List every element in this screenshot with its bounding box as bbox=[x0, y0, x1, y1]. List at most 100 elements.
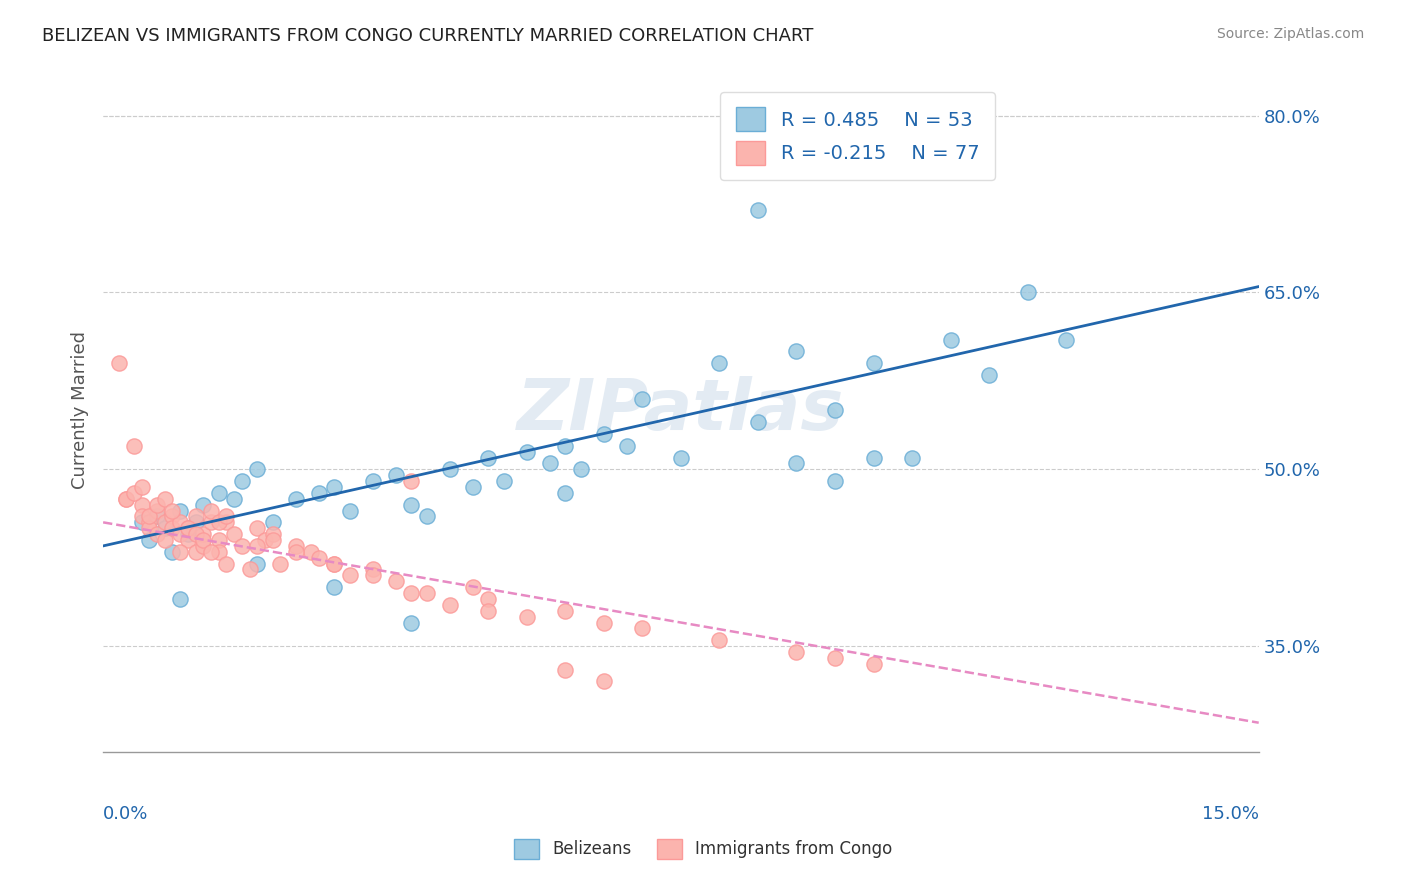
Point bbox=[269, 557, 291, 571]
Point bbox=[569, 462, 592, 476]
Y-axis label: Currently Married: Currently Married bbox=[72, 331, 89, 490]
Point bbox=[824, 474, 846, 488]
Point bbox=[284, 539, 307, 553]
Point bbox=[401, 586, 423, 600]
Point bbox=[146, 503, 169, 517]
Point bbox=[184, 509, 207, 524]
Point bbox=[593, 426, 616, 441]
Point bbox=[709, 356, 731, 370]
Point bbox=[862, 356, 884, 370]
Point bbox=[593, 674, 616, 689]
Point bbox=[193, 533, 215, 547]
Point bbox=[138, 521, 160, 535]
Point bbox=[169, 527, 191, 541]
Point bbox=[401, 615, 423, 630]
Point bbox=[361, 474, 384, 488]
Point bbox=[262, 533, 284, 547]
Point bbox=[162, 545, 184, 559]
Point bbox=[193, 527, 215, 541]
Point bbox=[554, 663, 576, 677]
Point bbox=[516, 444, 538, 458]
Point bbox=[231, 539, 253, 553]
Point bbox=[246, 539, 269, 553]
Point bbox=[177, 533, 200, 547]
Point bbox=[631, 392, 654, 406]
Point bbox=[709, 633, 731, 648]
Point bbox=[862, 450, 884, 465]
Point bbox=[193, 498, 215, 512]
Point bbox=[262, 516, 284, 530]
Point bbox=[824, 403, 846, 417]
Point bbox=[323, 557, 346, 571]
Point bbox=[862, 657, 884, 671]
Point bbox=[415, 586, 437, 600]
Point bbox=[208, 486, 231, 500]
Point bbox=[824, 651, 846, 665]
Point bbox=[177, 521, 200, 535]
Point bbox=[153, 516, 176, 530]
Point bbox=[1054, 333, 1077, 347]
Point bbox=[246, 521, 269, 535]
Point bbox=[262, 527, 284, 541]
Point bbox=[538, 457, 561, 471]
Point bbox=[115, 491, 138, 506]
Point bbox=[477, 591, 499, 606]
Point bbox=[939, 333, 962, 347]
Point bbox=[747, 415, 769, 429]
Point bbox=[162, 503, 184, 517]
Point bbox=[177, 527, 200, 541]
Point bbox=[669, 450, 692, 465]
Point bbox=[308, 486, 330, 500]
Point bbox=[323, 480, 346, 494]
Point bbox=[554, 604, 576, 618]
Point bbox=[131, 516, 153, 530]
Point bbox=[200, 545, 222, 559]
Point bbox=[477, 604, 499, 618]
Point bbox=[554, 486, 576, 500]
Point bbox=[222, 491, 245, 506]
Point bbox=[593, 615, 616, 630]
Point bbox=[222, 527, 245, 541]
Point bbox=[361, 562, 384, 576]
Point bbox=[461, 580, 484, 594]
Point bbox=[115, 491, 138, 506]
Point bbox=[131, 480, 153, 494]
Point bbox=[184, 545, 207, 559]
Point bbox=[169, 545, 191, 559]
Point bbox=[477, 450, 499, 465]
Point bbox=[299, 545, 322, 559]
Point bbox=[631, 622, 654, 636]
Point bbox=[200, 503, 222, 517]
Point bbox=[461, 480, 484, 494]
Point bbox=[977, 368, 1000, 382]
Text: Source: ZipAtlas.com: Source: ZipAtlas.com bbox=[1216, 27, 1364, 41]
Text: ZIPatlas: ZIPatlas bbox=[517, 376, 845, 445]
Point bbox=[323, 580, 346, 594]
Point bbox=[339, 503, 361, 517]
Point bbox=[246, 462, 269, 476]
Point bbox=[208, 545, 231, 559]
Point bbox=[215, 516, 238, 530]
Point bbox=[554, 439, 576, 453]
Point bbox=[146, 498, 169, 512]
Point bbox=[616, 439, 638, 453]
Point bbox=[107, 356, 129, 370]
Point bbox=[238, 562, 260, 576]
Point bbox=[131, 498, 153, 512]
Point bbox=[146, 509, 169, 524]
Point bbox=[215, 557, 238, 571]
Point bbox=[785, 645, 807, 659]
Point bbox=[253, 533, 276, 547]
Point bbox=[193, 539, 215, 553]
Point bbox=[153, 491, 176, 506]
Point bbox=[162, 509, 184, 524]
Point bbox=[184, 516, 207, 530]
Point bbox=[122, 439, 145, 453]
Point bbox=[284, 491, 307, 506]
Point bbox=[492, 474, 515, 488]
Point bbox=[516, 609, 538, 624]
Point bbox=[138, 516, 160, 530]
Point bbox=[184, 527, 207, 541]
Point bbox=[153, 533, 176, 547]
Point bbox=[208, 533, 231, 547]
